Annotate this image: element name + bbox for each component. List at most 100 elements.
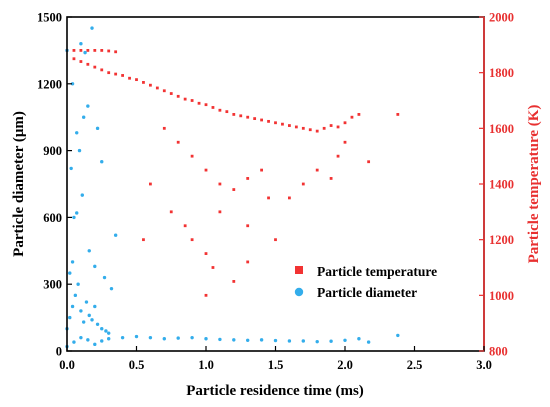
x-tick-label: 3.0 bbox=[476, 358, 492, 372]
legend-marker-diameter bbox=[294, 287, 304, 297]
diameter-point bbox=[120, 335, 125, 340]
temperature-point bbox=[149, 182, 152, 186]
temperature-point bbox=[142, 238, 145, 242]
diameter-point bbox=[84, 300, 89, 304]
x-tick-label: 2.5 bbox=[407, 358, 423, 372]
temperature-point bbox=[107, 71, 111, 75]
diameter-point bbox=[79, 42, 83, 46]
temperature-point bbox=[301, 182, 305, 186]
x-tick-label: 1.0 bbox=[198, 358, 214, 372]
x-tick-label: 2.0 bbox=[337, 358, 353, 372]
diameter-point bbox=[87, 249, 91, 253]
y-right-tick-label: 1000 bbox=[489, 289, 514, 303]
diameter-point bbox=[259, 338, 264, 342]
temperature-point bbox=[260, 118, 263, 122]
temperature-point bbox=[93, 65, 97, 69]
diameter-point bbox=[218, 337, 222, 342]
temperature-point bbox=[239, 114, 243, 118]
temperature-point bbox=[329, 177, 333, 180]
diameter-point bbox=[329, 339, 333, 343]
diameter-point bbox=[357, 337, 361, 341]
temperature-point bbox=[246, 224, 250, 228]
temperature-point bbox=[308, 128, 312, 132]
temperature-point bbox=[211, 266, 215, 269]
temperature-point bbox=[274, 238, 277, 242]
temperature-point bbox=[315, 129, 319, 133]
temperature-point bbox=[218, 182, 222, 186]
temperature-point bbox=[336, 154, 340, 158]
y-left-tick-label: 300 bbox=[43, 278, 62, 292]
temperature-point bbox=[135, 78, 138, 82]
temperature-point bbox=[211, 106, 215, 109]
y-left-tick-label: 1500 bbox=[37, 11, 62, 25]
tick-labels-layer: 0.0 0.5 1.0 1.5 2.0 2.5 3.0 0 300 600 900 1200 1500 8… bbox=[37, 11, 514, 373]
temperature-point bbox=[267, 119, 270, 123]
diameter-point bbox=[72, 340, 76, 344]
series-diameter bbox=[65, 26, 400, 349]
temperature-point bbox=[79, 49, 83, 52]
plot-frame bbox=[66, 16, 485, 352]
temperature-point bbox=[100, 68, 104, 72]
diameter-point bbox=[134, 334, 139, 339]
y-right-tick-label: 1200 bbox=[489, 233, 514, 247]
temperature-point bbox=[79, 60, 83, 63]
y-left-tick-label: 0 bbox=[56, 345, 62, 359]
temperature-point bbox=[204, 252, 208, 255]
diameter-point bbox=[93, 304, 97, 309]
diameter-point bbox=[69, 166, 73, 171]
x-tick-label: 1.5 bbox=[268, 358, 284, 372]
temperature-point bbox=[329, 124, 333, 127]
diameter-point bbox=[95, 126, 100, 131]
diameter-point bbox=[287, 339, 292, 343]
diameter-point bbox=[68, 315, 72, 320]
diameter-point bbox=[90, 318, 94, 322]
temperature-point bbox=[267, 196, 270, 200]
temperature-point bbox=[86, 49, 90, 52]
diameter-point bbox=[148, 335, 153, 340]
temperature-point bbox=[218, 210, 222, 214]
temperature-point bbox=[232, 280, 236, 283]
temperature-point bbox=[253, 117, 257, 120]
x-tick-label: 0.5 bbox=[129, 358, 145, 372]
y-right-tick-label: 2000 bbox=[489, 11, 514, 25]
diameter-point bbox=[81, 115, 86, 119]
temperature-point bbox=[128, 76, 131, 80]
x-tick-label: 0.0 bbox=[59, 358, 75, 372]
diameter-point bbox=[366, 340, 371, 344]
diameter-point bbox=[93, 264, 97, 269]
diameter-point bbox=[246, 338, 250, 343]
diameter-point bbox=[83, 50, 87, 55]
temperature-point bbox=[190, 238, 194, 242]
temperature-point bbox=[72, 49, 76, 52]
temperature-point bbox=[294, 125, 298, 129]
temperature-point bbox=[72, 57, 76, 61]
diameter-point bbox=[86, 104, 90, 108]
temperature-point bbox=[218, 108, 222, 112]
diameter-point bbox=[204, 337, 208, 341]
temperature-point bbox=[176, 140, 180, 144]
y-left-axis-title: Particle diameter (μm) bbox=[11, 111, 27, 257]
temperature-point bbox=[204, 293, 208, 297]
diameter-point bbox=[86, 338, 90, 342]
temperature-point bbox=[357, 113, 361, 116]
x-axis-title: Particle residence time (ms) bbox=[186, 383, 364, 399]
temperature-point bbox=[288, 196, 291, 200]
temperature-point bbox=[197, 101, 201, 105]
diameter-point bbox=[100, 327, 104, 331]
temperature-point bbox=[142, 81, 145, 84]
diameter-point bbox=[70, 260, 75, 264]
temperature-point bbox=[232, 113, 236, 116]
diameter-point bbox=[87, 313, 91, 318]
temperature-point bbox=[93, 49, 97, 52]
temperature-point bbox=[155, 86, 159, 90]
diameter-point bbox=[95, 322, 100, 326]
legend-label-temperature: Particle temperature bbox=[317, 264, 437, 279]
y-right-tick-label: 1800 bbox=[489, 66, 514, 80]
diameter-point bbox=[73, 293, 78, 298]
diameter-point bbox=[70, 304, 75, 309]
diameter-point bbox=[80, 193, 84, 197]
temperature-point bbox=[169, 210, 173, 214]
ticks-layer bbox=[66, 16, 485, 352]
legend-marker-temperature bbox=[295, 266, 303, 274]
series-temperature bbox=[65, 49, 400, 297]
